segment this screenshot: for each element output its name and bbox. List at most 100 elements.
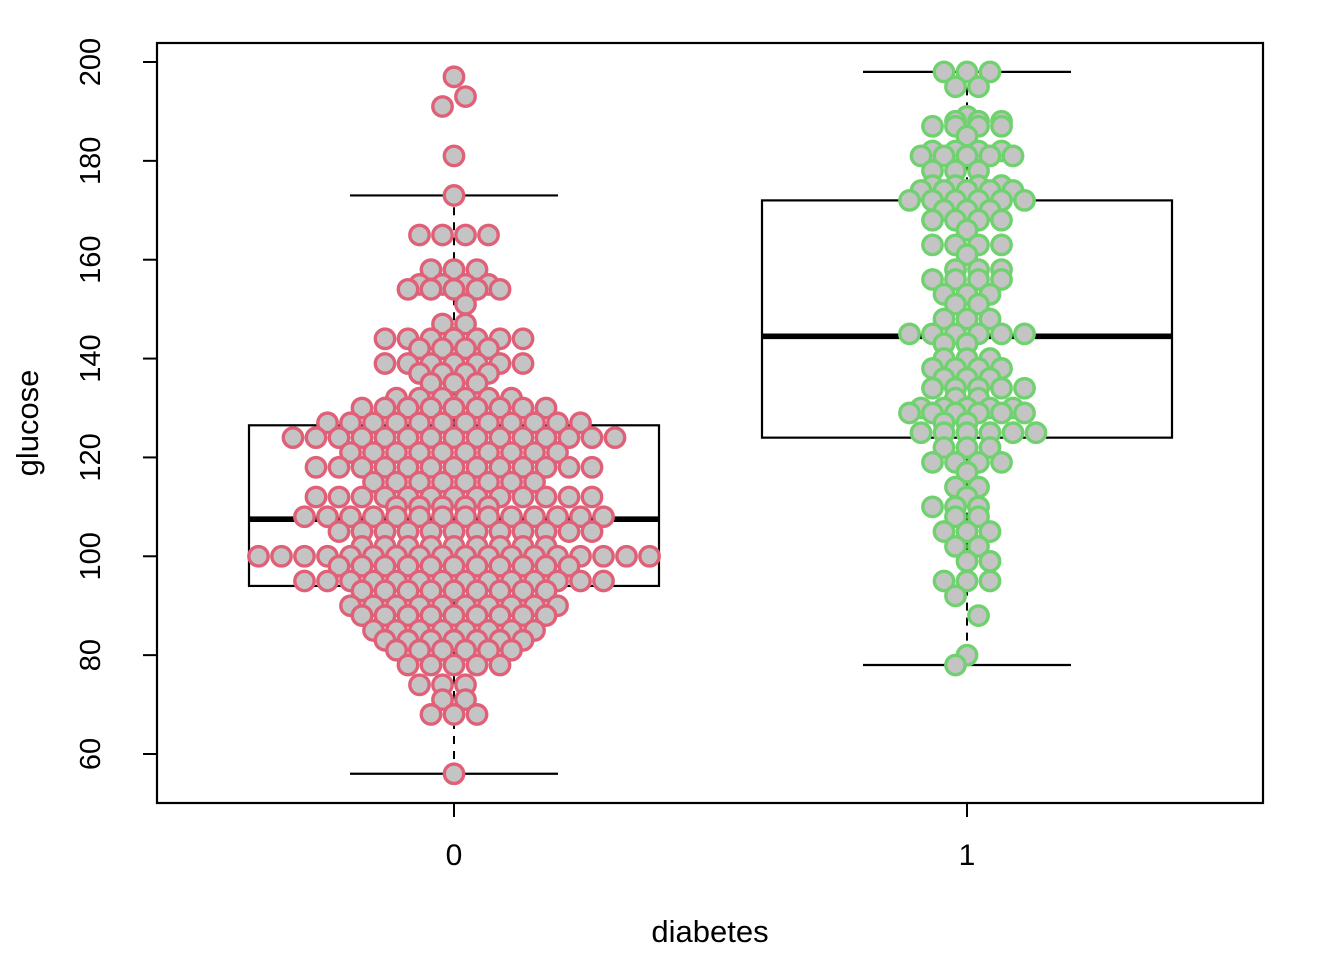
swarm-point-group-1: [967, 268, 990, 291]
swarm-point-group-0: [454, 470, 477, 494]
swarm-point-group-0: [454, 85, 477, 108]
swarm-point-group-0: [511, 396, 535, 420]
swarm-point-group-1: [932, 520, 956, 543]
swarm-point-group-0: [534, 579, 558, 603]
swarm-point-group-0: [339, 505, 362, 529]
swarm-point-group-0: [500, 441, 523, 464]
x-tick-label-0: 0: [446, 839, 463, 872]
swarm-point-group-0: [442, 579, 466, 603]
swarm-point-group-0: [454, 312, 477, 336]
swarm-point-group-0: [454, 441, 477, 464]
swarm-point-group-0: [431, 223, 454, 247]
swarm-point-group-0: [431, 411, 454, 435]
swarm-point-group-0: [442, 396, 466, 420]
swarm-point-group-0: [580, 426, 604, 450]
swarm-point-group-1: [932, 144, 956, 168]
swarm-point-group-0: [465, 426, 489, 450]
swarm-point-group-0: [638, 544, 661, 568]
swarm-point-group-1: [978, 436, 1002, 459]
swarm-point-group-0: [442, 65, 466, 89]
swarm-point-group-0: [362, 505, 385, 529]
swarm-point-group-0: [350, 554, 374, 578]
swarm-point-group-0: [385, 411, 408, 435]
swarm-point-group-0: [419, 371, 443, 395]
y-tick-label: 100: [75, 532, 107, 580]
y-tick-label: 120: [75, 433, 107, 481]
swarm-point-group-1: [967, 534, 990, 558]
swarm-point-group-1: [955, 218, 979, 242]
swarm-point-group-0: [327, 455, 351, 479]
swarm-point-group-0: [442, 604, 466, 627]
swarm-point-group-0: [477, 505, 500, 529]
swarm-point-group-1: [955, 520, 979, 543]
swarm-point-group-0: [488, 579, 512, 603]
swarm-point-group-0: [534, 554, 558, 578]
swarm-point-group-0: [408, 441, 431, 464]
swarm-point-group-0: [511, 455, 535, 479]
swarm-point-group-1: [955, 144, 979, 168]
swarm-point-group-0: [569, 411, 592, 435]
swarm-point-group-1: [990, 450, 1013, 474]
swarm-point-group-0: [534, 426, 558, 450]
swarm-point-group-1: [967, 75, 990, 99]
swarm-point-group-1: [1013, 401, 1036, 425]
swarm-point-group-1: [978, 520, 1002, 543]
y-tick-label: 140: [75, 334, 107, 382]
swarm-point-group-1: [990, 208, 1013, 232]
swarm-point-group-0: [534, 396, 558, 420]
swarm-point-group-1: [1013, 188, 1036, 212]
swarm-point-group-0: [442, 277, 466, 301]
swarm-point-group-1: [967, 604, 990, 627]
swarm-point-group-0: [304, 426, 328, 450]
y-tick-label: 200: [75, 38, 107, 86]
swarm-point-group-0: [396, 277, 420, 301]
swarm-point-group-0: [592, 505, 615, 529]
swarm-point-group-0: [419, 579, 443, 603]
swarm-point-group-0: [431, 312, 454, 336]
swarm-point-group-1: [944, 584, 967, 608]
swarm-point-group-1: [1013, 376, 1036, 400]
swarm-point-group-1: [978, 569, 1002, 593]
x-axis-title: diabetes: [651, 914, 768, 949]
swarm-point-group-0: [316, 411, 339, 435]
plot-border: [155, 41, 1265, 805]
swarm-point-group-1: [955, 243, 979, 267]
y-tick-label: 60: [75, 738, 107, 770]
swarm-point-group-0: [373, 579, 397, 603]
swarm-point-group-0: [546, 505, 569, 529]
swarm-point-group-1: [955, 436, 979, 459]
swarm-point-group-0: [488, 604, 512, 627]
swarm-point-group-0: [534, 604, 558, 627]
swarm-point-group-0: [293, 569, 316, 593]
swarm-point-group-0: [569, 505, 592, 529]
swarm-point-group-1: [955, 569, 979, 593]
swarm-point-group-0: [419, 455, 443, 479]
swarm-point-group-0: [557, 455, 581, 479]
swarm-point-group-0: [523, 411, 546, 435]
swarm-point-group-0: [304, 455, 328, 479]
swarm-point-group-0: [350, 426, 374, 450]
swarm-point-group-1: [955, 60, 979, 84]
swarm-point-group-1: [955, 307, 979, 331]
swarm-point-group-0: [431, 505, 454, 529]
swarm-point-group-0: [557, 426, 581, 450]
swarm-point-group-0: [304, 485, 328, 509]
swarm-point-group-0: [488, 653, 512, 677]
swarm-point-group-0: [350, 604, 374, 627]
swarm-point-group-0: [431, 470, 454, 494]
swarm-point-group-0: [339, 411, 362, 435]
swarm-point-group-0: [454, 638, 477, 662]
swarm-point-group-1: [990, 268, 1013, 291]
swarm-point-group-0: [408, 638, 431, 662]
swarm-point-group-0: [408, 411, 431, 435]
swarm-point-group-0: [362, 411, 385, 435]
swarm-point-group-0: [477, 337, 500, 361]
swarm-point-group-0: [293, 544, 316, 568]
swarm-point-group-0: [500, 505, 523, 529]
swarm-point-group-0: [350, 579, 374, 603]
swarm-point-group-0: [431, 638, 454, 662]
swarm-point-group-1: [898, 401, 921, 425]
swarm-point-group-0: [373, 352, 397, 375]
swarm-point-group-1: [944, 653, 967, 677]
